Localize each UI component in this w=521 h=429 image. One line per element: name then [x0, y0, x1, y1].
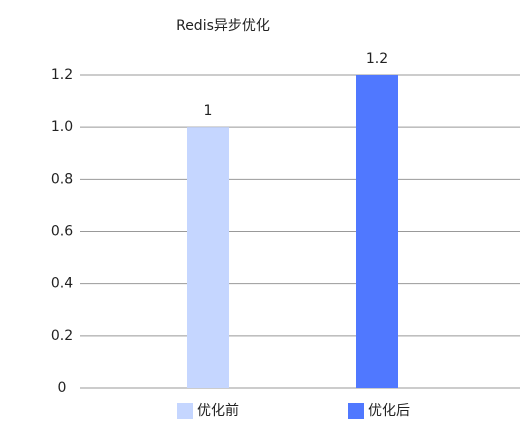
y-tick-label: 1.2	[51, 67, 73, 83]
chart-title: Redis异步优化	[176, 18, 270, 34]
data-label: 1	[204, 103, 213, 119]
y-tick-label: 0.4	[51, 276, 73, 292]
legend-label: 优化前	[197, 402, 239, 419]
y-tick-label: 1.0	[51, 119, 73, 135]
y-tick-label: 0.2	[51, 328, 73, 344]
legend-swatch	[177, 403, 193, 419]
bar	[187, 127, 229, 389]
y-tick-label: 0	[58, 380, 67, 396]
y-tick-label: 0.6	[51, 224, 73, 240]
legend-swatch	[348, 403, 364, 419]
data-label: 1.2	[366, 51, 388, 67]
legend-label: 优化后	[368, 403, 410, 419]
y-tick-label: 0.8	[51, 171, 73, 187]
bar	[356, 75, 398, 388]
